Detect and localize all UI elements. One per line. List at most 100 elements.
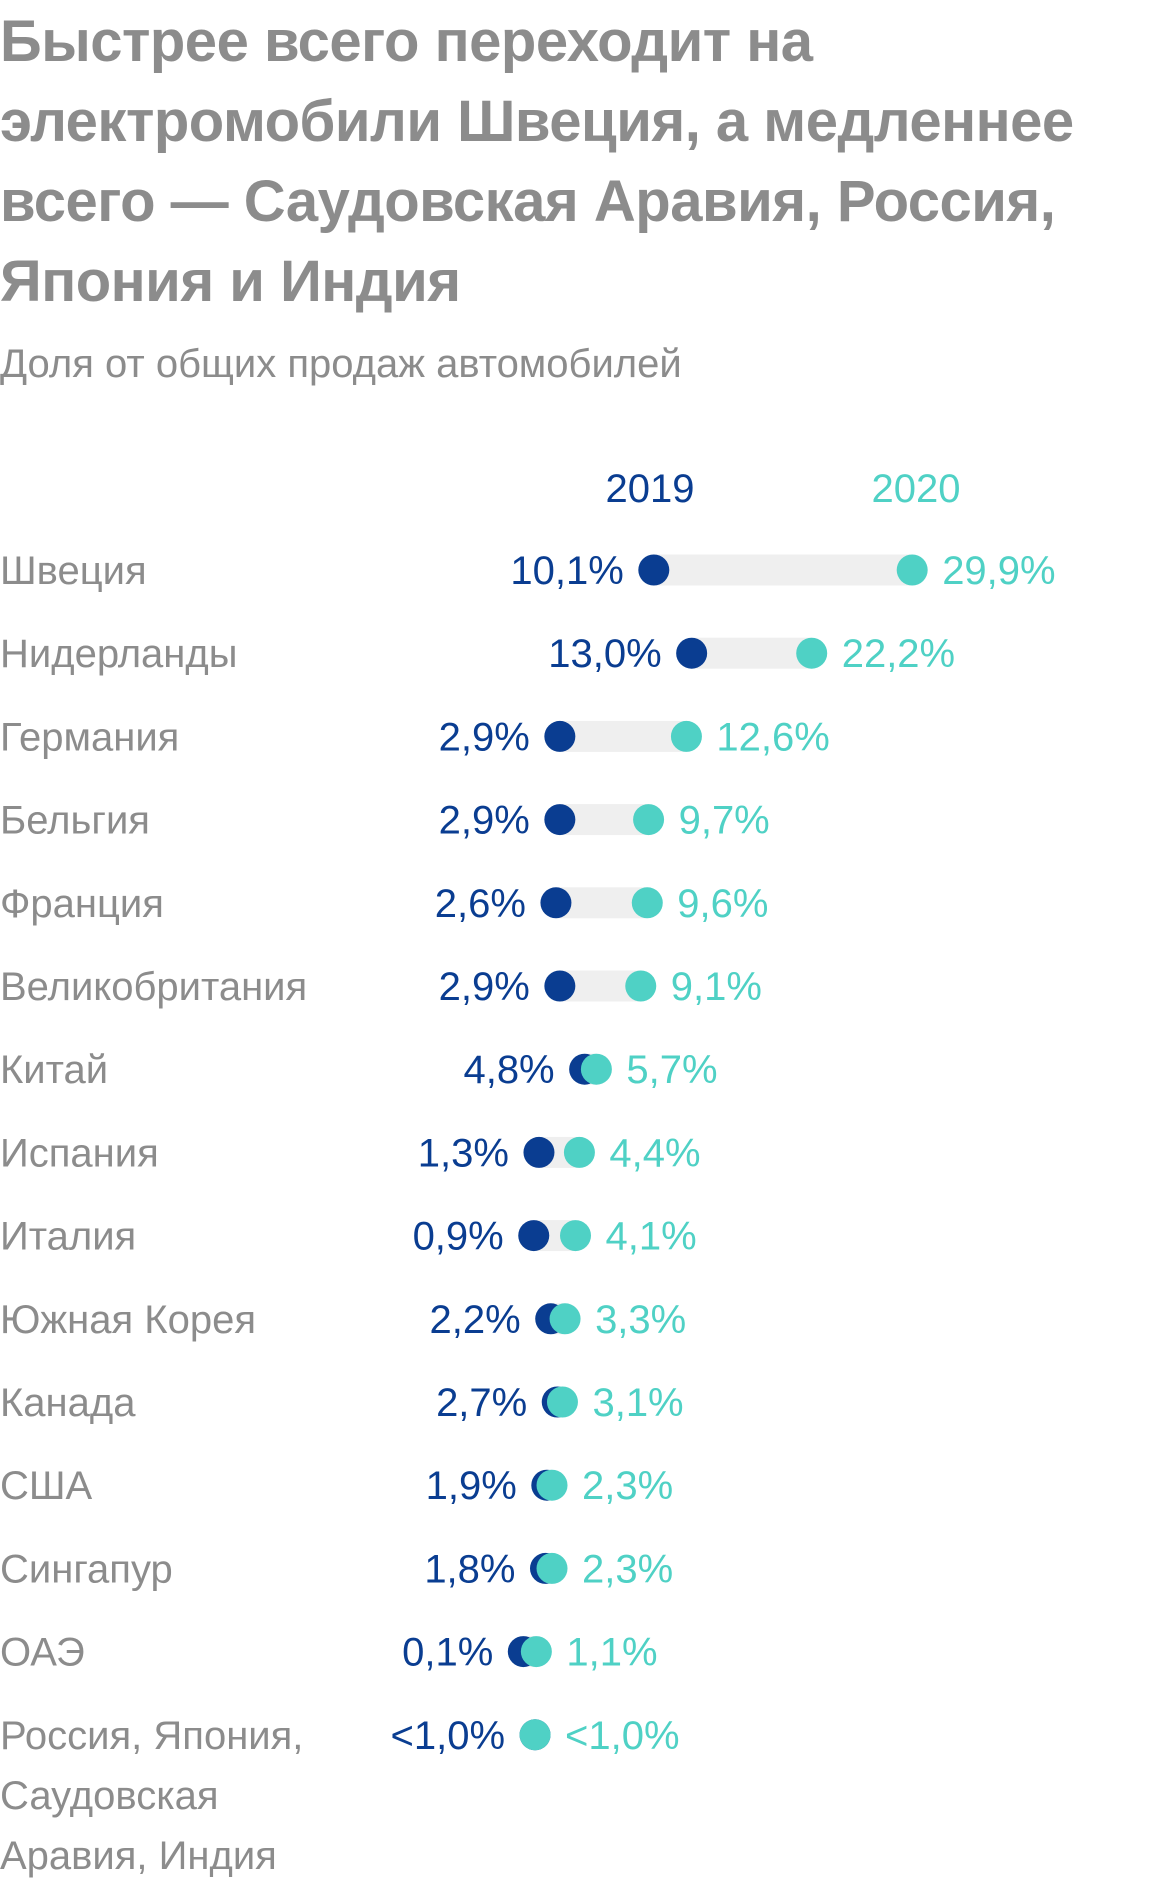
country-label-line: Великобритания — [0, 965, 307, 1009]
country-label-line: Китай — [0, 1048, 108, 1092]
value-label-2019: 0,9% — [413, 1215, 504, 1259]
range-bar — [559, 720, 687, 752]
value-label-2019: <1,0% — [391, 1714, 506, 1758]
chart-row: Швеция 10,1% 29,9% — [0, 549, 1056, 593]
dot-2019 — [540, 887, 572, 919]
chart-row: Россия, Япония, Саудовская Аравия, Индия <1… — [0, 1714, 680, 1878]
range-bar — [653, 554, 913, 586]
chart-row: Сингапур 1,8% 2,3% — [0, 1547, 673, 1591]
chart-row: Франция 2,6% 9,6% — [0, 882, 768, 926]
dot-2020 — [625, 970, 657, 1002]
dot-2020 — [580, 1053, 612, 1085]
dot-2020 — [633, 804, 665, 836]
chart-row: США 1,9% 2,3% — [0, 1464, 673, 1508]
value-label-2020: 3,1% — [592, 1381, 683, 1425]
country-label-line: Канада — [0, 1381, 136, 1425]
value-label-2020: 9,7% — [679, 799, 770, 843]
value-label-2020: <1,0% — [565, 1714, 680, 1758]
value-label-2019: 13,0% — [548, 632, 661, 676]
chart-row: Германия 2,9% 12,6% — [0, 715, 830, 759]
chart-row: Италия 0,9% 4,1% — [0, 1215, 697, 1259]
value-label-2020: 12,6% — [716, 715, 829, 759]
country-label-line: США — [0, 1464, 93, 1508]
dot-2020 — [670, 720, 702, 752]
country-label: Франция — [0, 882, 164, 926]
country-label-line: Южная Корея — [0, 1298, 256, 1342]
dot-2020 — [519, 1719, 551, 1751]
dot-2019 — [518, 1220, 550, 1252]
chart-row: Нидерланды 13,0% 22,2% — [0, 632, 955, 676]
value-label-2019: 2,9% — [439, 799, 530, 843]
country-label: Швеция — [0, 549, 147, 593]
country-label: Нидерланды — [0, 632, 237, 676]
chart-row: Великобритания 2,9% 9,1% — [0, 965, 762, 1009]
country-label-line: Россия, Япония, — [0, 1714, 303, 1758]
chart-row: Китай 4,8% 5,7% — [0, 1048, 718, 1092]
dot-2020 — [560, 1220, 592, 1252]
dot-2019 — [544, 720, 576, 752]
country-label-line: ОАЭ — [0, 1631, 85, 1675]
dot-2019 — [544, 804, 576, 836]
country-label: Канада — [0, 1381, 136, 1425]
country-label-line: Италия — [0, 1215, 136, 1259]
country-label-line: Сингапур — [0, 1547, 173, 1591]
legend-2019: 2019 — [606, 467, 695, 511]
value-label-2020: 3,3% — [595, 1298, 686, 1342]
legend-2020: 2020 — [872, 467, 961, 511]
value-label-2019: 1,8% — [424, 1547, 515, 1591]
chart-row: Канада 2,7% 3,1% — [0, 1381, 684, 1425]
dot-2019 — [638, 554, 670, 586]
value-label-2020: 2,3% — [582, 1464, 673, 1508]
dot-2020 — [536, 1469, 568, 1501]
value-label-2020: 29,9% — [942, 549, 1055, 593]
value-label-2019: 0,1% — [402, 1631, 493, 1675]
country-label: ОАЭ — [0, 1631, 85, 1675]
dot-2020 — [549, 1303, 581, 1335]
chart-row: Испания 1,3% 4,4% — [0, 1131, 701, 1175]
value-label-2020: 2,3% — [582, 1547, 673, 1591]
value-label-2019: 1,3% — [418, 1131, 509, 1175]
value-label-2020: 4,4% — [609, 1131, 700, 1175]
dot-2020 — [563, 1136, 595, 1168]
value-label-2020: 9,6% — [677, 882, 768, 926]
dot-2019 — [544, 970, 576, 1002]
dot-2020 — [546, 1386, 578, 1418]
dot-2020 — [536, 1552, 568, 1584]
dot-2019 — [676, 637, 708, 669]
value-label-2019: 2,7% — [436, 1381, 527, 1425]
country-label-line: Германия — [0, 715, 179, 759]
chart-row: Южная Корея 2,2% 3,3% — [0, 1298, 686, 1342]
value-label-2019: 10,1% — [510, 549, 623, 593]
value-label-2019: 2,2% — [430, 1298, 521, 1342]
country-label: Германия — [0, 715, 179, 759]
value-label-2020: 1,1% — [566, 1631, 657, 1675]
chart-title: Быстрее всего переходит на электромобили… — [0, 9, 1074, 314]
country-label-line: Нидерланды — [0, 632, 237, 676]
chart-row: Бельгия 2,9% 9,7% — [0, 799, 770, 843]
country-label: Великобритания — [0, 965, 307, 1009]
country-label: Испания — [0, 1131, 159, 1175]
country-label: Бельгия — [0, 799, 150, 843]
country-label: Сингапур — [0, 1547, 173, 1591]
dot-2020 — [631, 887, 663, 919]
dot-2020 — [520, 1636, 552, 1668]
range-bar — [691, 637, 812, 669]
value-label-2020: 5,7% — [626, 1048, 717, 1092]
country-label: США — [0, 1464, 93, 1508]
value-label-2019: 1,9% — [426, 1464, 517, 1508]
value-label-2019: 2,9% — [439, 715, 530, 759]
value-label-2019: 2,6% — [435, 882, 526, 926]
value-label-2019: 2,9% — [439, 965, 530, 1009]
value-label-2020: 9,1% — [671, 965, 762, 1009]
country-label: Южная Корея — [0, 1298, 256, 1342]
country-label: Россия, Япония, Саудовская Аравия, Индия — [0, 1714, 303, 1878]
chart-row: ОАЭ 0,1% 1,1% — [0, 1631, 658, 1675]
country-label-line: Саудовская — [0, 1774, 218, 1818]
dot-2020 — [796, 637, 828, 669]
country-label: Китай — [0, 1048, 108, 1092]
country-label-line: Аравия, Индия — [0, 1834, 277, 1878]
dot-2020 — [896, 554, 928, 586]
chart-subtitle: Доля от общих продаж автомобилей — [0, 342, 682, 386]
country-label-line: Испания — [0, 1131, 159, 1175]
